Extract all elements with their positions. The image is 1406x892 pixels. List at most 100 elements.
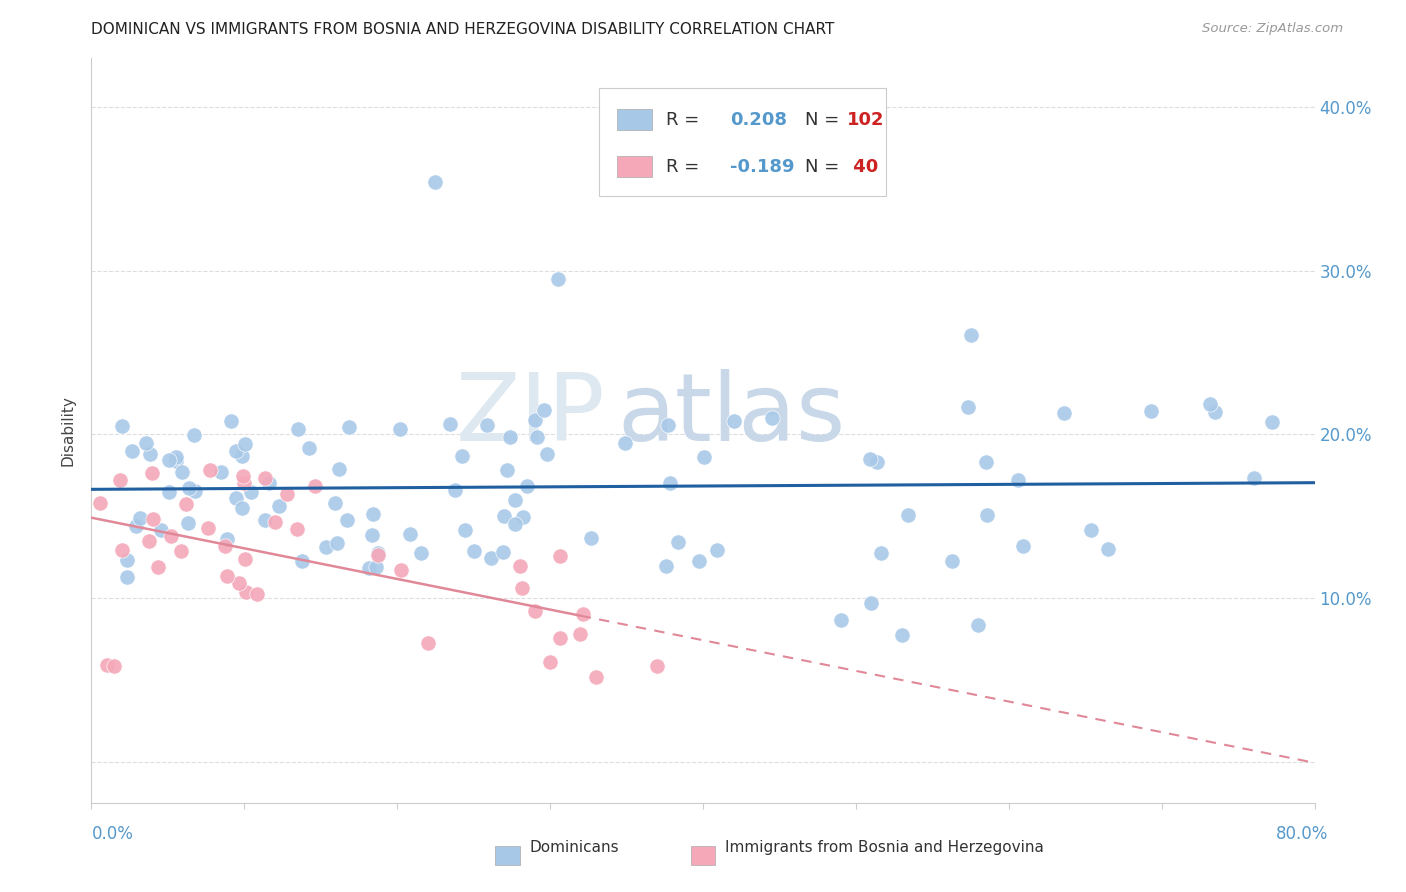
Point: [233, 551, 256, 566]
Text: Dominicans: Dominicans: [529, 840, 619, 855]
Point: [96, 657, 118, 672]
Point: [859, 452, 882, 467]
Point: [174, 498, 197, 512]
Point: [509, 559, 531, 574]
Point: [655, 558, 678, 573]
Point: [526, 430, 548, 444]
Point: [548, 631, 571, 645]
Point: [184, 483, 207, 498]
Point: [974, 455, 997, 469]
Text: 40: 40: [848, 158, 879, 176]
Point: [870, 546, 893, 560]
Text: DOMINICAN VS IMMIGRANTS FROM BOSNIA AND HERZEGOVINA DISABILITY CORRELATION CHART: DOMINICAN VS IMMIGRANTS FROM BOSNIA AND …: [91, 22, 835, 37]
Point: [183, 428, 205, 442]
Point: [1204, 405, 1226, 419]
Point: [135, 436, 157, 450]
Point: [409, 545, 432, 559]
Point: [585, 670, 607, 684]
Point: [1198, 397, 1220, 411]
Point: [219, 414, 242, 428]
Point: [723, 414, 745, 428]
Point: [291, 554, 314, 568]
Point: [246, 587, 269, 601]
Text: N =: N =: [804, 158, 839, 176]
Point: [336, 513, 359, 527]
Y-axis label: Disability: Disability: [60, 395, 76, 466]
Point: [492, 509, 515, 524]
Point: [533, 402, 555, 417]
Point: [177, 481, 200, 495]
Point: [510, 582, 533, 596]
Point: [169, 543, 191, 558]
Point: [657, 417, 679, 432]
Point: [505, 492, 527, 507]
Point: [160, 529, 183, 543]
Text: Source: ZipAtlas.com: Source: ZipAtlas.com: [1202, 22, 1343, 36]
Point: [512, 510, 534, 524]
Point: [253, 512, 276, 526]
Point: [645, 659, 668, 673]
Point: [177, 516, 200, 531]
Point: [1053, 405, 1076, 419]
Point: [264, 515, 287, 529]
Point: [416, 636, 439, 650]
Point: [367, 546, 389, 560]
Point: [323, 496, 346, 510]
Point: [492, 544, 515, 558]
Point: [209, 465, 232, 479]
Point: [860, 596, 883, 610]
Point: [666, 534, 689, 549]
Point: [165, 454, 187, 468]
Point: [215, 569, 238, 583]
Point: [257, 475, 280, 490]
Point: [516, 479, 538, 493]
Text: N =: N =: [804, 111, 839, 128]
Point: [326, 535, 349, 549]
Point: [688, 554, 710, 568]
Point: [239, 484, 262, 499]
Point: [124, 519, 146, 533]
Point: [425, 175, 447, 189]
Point: [547, 272, 569, 286]
Point: [253, 471, 276, 485]
Point: [225, 443, 247, 458]
Point: [572, 607, 595, 621]
Point: [443, 483, 465, 497]
Point: [276, 487, 298, 501]
Point: [941, 554, 963, 568]
Point: [225, 491, 247, 505]
Point: [1243, 471, 1265, 485]
Point: [524, 604, 547, 618]
Point: [157, 485, 180, 500]
Point: [1011, 539, 1033, 553]
Point: [304, 479, 326, 493]
Point: [976, 508, 998, 522]
Point: [364, 560, 387, 574]
Point: [138, 534, 160, 549]
Point: [232, 469, 254, 483]
Point: [117, 553, 139, 567]
Point: [706, 543, 728, 558]
Text: R =: R =: [666, 158, 706, 176]
Point: [956, 401, 979, 415]
Point: [337, 420, 360, 434]
Point: [328, 462, 350, 476]
Point: [959, 328, 981, 343]
Point: [451, 449, 474, 463]
Point: [1007, 473, 1029, 487]
Point: [523, 413, 546, 427]
Text: 0.208: 0.208: [730, 111, 787, 128]
Point: [214, 539, 236, 553]
Text: 80.0%: 80.0%: [1277, 825, 1329, 843]
Point: [141, 466, 163, 480]
Point: [613, 436, 636, 450]
Point: [367, 548, 389, 562]
Point: [538, 655, 561, 669]
Point: [165, 450, 187, 465]
FancyBboxPatch shape: [495, 846, 520, 864]
Point: [197, 521, 219, 535]
Point: [495, 463, 517, 477]
Point: [103, 658, 125, 673]
Point: [1139, 403, 1161, 417]
Point: [128, 511, 150, 525]
